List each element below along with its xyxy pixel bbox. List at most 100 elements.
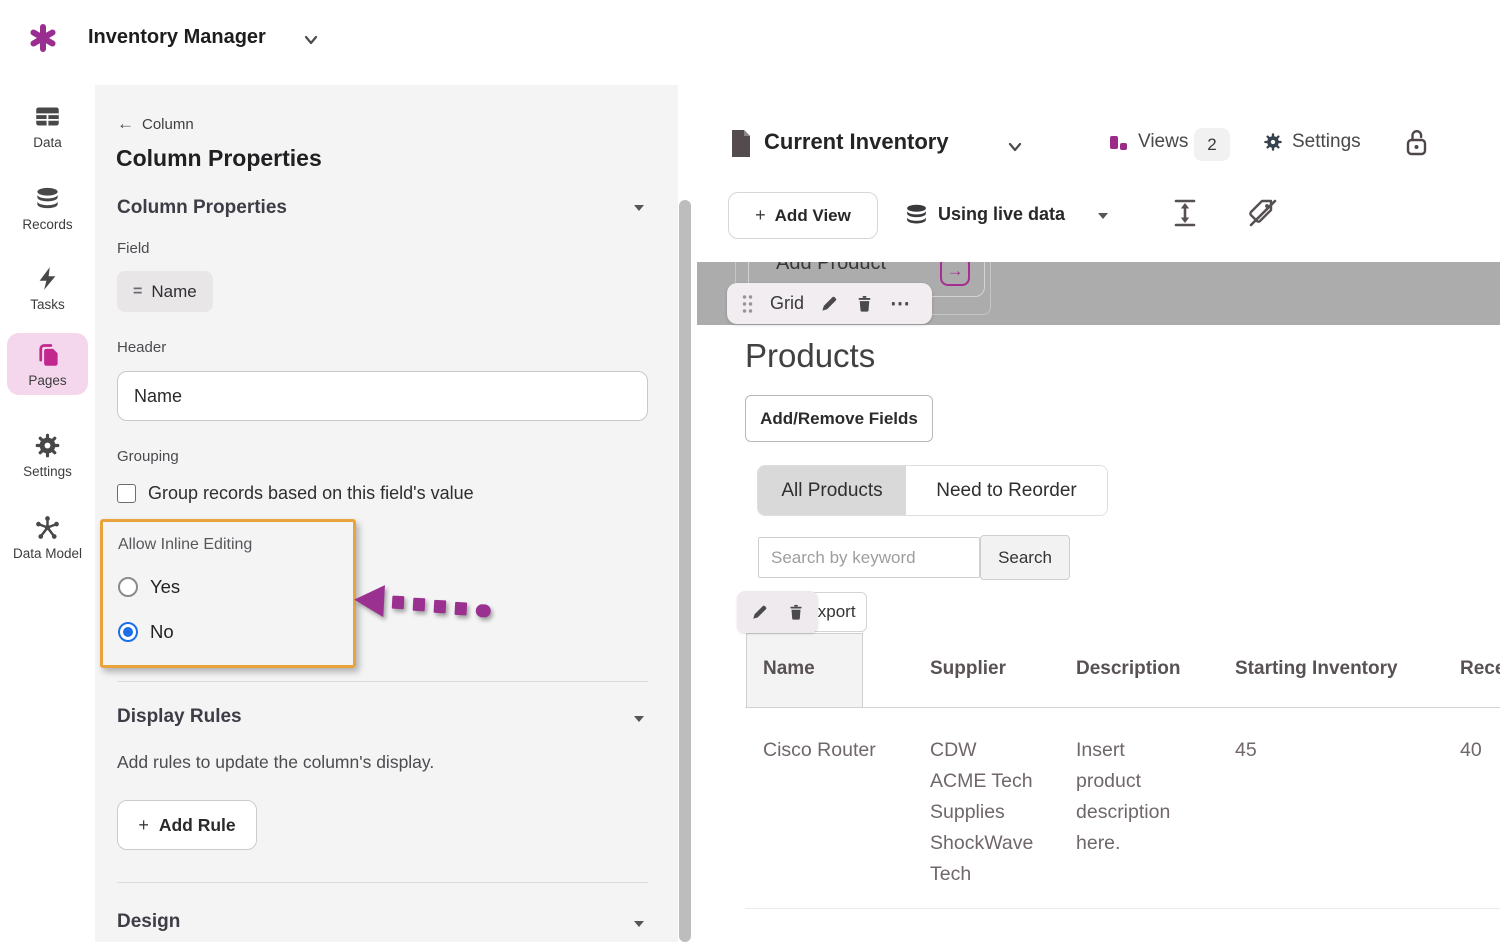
grid-view-toolbar: Grid ⋯ (727, 283, 932, 324)
arrow-right-box-icon: → (940, 262, 970, 286)
trash-icon[interactable] (787, 603, 805, 621)
gear-icon (1264, 133, 1282, 151)
column-header-description[interactable]: Description (1076, 658, 1181, 679)
edit-pencil-icon[interactable] (820, 294, 839, 313)
section-column-properties: Column Properties (117, 197, 287, 218)
data-source-caret-icon[interactable] (1098, 213, 1108, 219)
panel-divider (117, 681, 648, 682)
preview-page-title: Current Inventory (764, 129, 949, 154)
panel-divider (117, 882, 648, 883)
sidebar-item-tasks[interactable]: Tasks (7, 257, 88, 319)
grouping-checkbox-label: Group records based on this field's valu… (148, 483, 474, 503)
add-product-label: Add Product (776, 262, 887, 274)
cell-name: Cisco Router (763, 739, 876, 761)
column-header-starting-inventory[interactable]: Starting Inventory (1235, 658, 1398, 679)
cell-supplier: CDW ACME Tech Supplies ShockWave Tech (930, 739, 1034, 885)
column-edit-toolbar (737, 591, 818, 633)
sidebar-item-settings[interactable]: Settings (7, 424, 88, 486)
trash-icon[interactable] (855, 294, 874, 313)
back-link[interactable]: ← Column (117, 114, 194, 134)
views-control[interactable]: Views (1108, 131, 1188, 153)
row-height-icon[interactable] (1170, 197, 1200, 229)
filter-tabs: All Products Need to Reorder (757, 465, 1108, 516)
panel-scrollbar[interactable] (679, 200, 691, 942)
tab-need-to-reorder[interactable]: Need to Reorder (906, 466, 1107, 515)
add-rule-label: Add Rule (158, 814, 236, 835)
grid-chip-label: Grid (770, 293, 805, 313)
add-view-label: Add View (774, 205, 851, 225)
plus-icon: + (138, 814, 149, 835)
add-view-button[interactable]: + Add View (728, 192, 878, 239)
pages-icon (39, 344, 58, 366)
views-label: Views (1138, 131, 1189, 152)
chevron-down-icon[interactable] (302, 31, 320, 49)
header-label: Header (117, 339, 167, 356)
inline-editing-label: Allow Inline Editing (118, 536, 253, 553)
app-name: Inventory Manager (88, 26, 266, 48)
sidebar-item-label: Records (22, 217, 73, 232)
sidebar-item-records[interactable]: Records (7, 177, 88, 239)
sidebar-item-data-model[interactable]: Data Model (7, 506, 88, 568)
column-header-name[interactable]: Name (763, 658, 815, 679)
data-source-label[interactable]: Using live data (938, 204, 1066, 224)
cell-description: Insert product description here. (1076, 739, 1171, 854)
column-header-received[interactable]: Received (1460, 658, 1500, 679)
collapse-caret-icon[interactable] (634, 716, 644, 722)
radio-yes[interactable] (118, 577, 138, 597)
column-header-supplier[interactable]: Supplier (930, 658, 1007, 679)
header-input[interactable] (117, 371, 648, 421)
tag-slash-icon[interactable] (1246, 196, 1280, 230)
sidebar-item-data[interactable]: Data (7, 95, 88, 157)
products-title: Products (745, 337, 876, 374)
top-bar: Inventory Manager (0, 0, 1500, 85)
selected-column-highlight[interactable] (746, 633, 863, 708)
sidebar-item-pages[interactable]: Pages (7, 333, 88, 395)
preview-settings-control[interactable]: Settings (1263, 131, 1361, 153)
cell-received: 40 (1460, 739, 1482, 761)
field-label: Field (117, 240, 150, 257)
inline-editing-option-no: No (118, 621, 174, 643)
add-remove-fields-button[interactable]: Add/Remove Fields (745, 395, 933, 442)
display-rules-description: Add rules to update the column's display… (117, 752, 435, 772)
back-label: Column (142, 115, 194, 133)
field-chip[interactable]: = Name (117, 271, 213, 312)
plus-icon: + (755, 205, 766, 225)
table-icon (36, 107, 59, 126)
sidebar-item-label: Tasks (30, 297, 65, 312)
edit-pencil-icon[interactable] (751, 603, 769, 621)
chevron-down-icon[interactable] (1006, 138, 1024, 156)
sidebar-item-label: Pages (28, 373, 67, 388)
drag-handle-icon[interactable] (741, 293, 754, 315)
tab-all-products[interactable]: All Products (758, 466, 906, 515)
sidebar-item-label: Data (33, 135, 62, 150)
lightning-icon (39, 267, 56, 290)
left-nav-rail: Data Records Tasks Pages (0, 85, 95, 942)
views-layout-icon (1110, 135, 1127, 150)
radio-no[interactable] (118, 622, 138, 642)
add-rule-button[interactable]: + Add Rule (117, 800, 257, 850)
more-options-icon[interactable]: ⋯ (890, 292, 911, 315)
back-arrow-icon: ← (117, 114, 134, 133)
cell-starting-inventory: 45 (1235, 739, 1257, 761)
panel-title: Column Properties (116, 145, 322, 171)
grouping-checkbox[interactable] (117, 484, 136, 503)
inline-editing-highlight-box (100, 519, 356, 668)
collapse-caret-icon[interactable] (634, 205, 644, 211)
radio-yes-label: Yes (150, 576, 181, 597)
unlock-icon[interactable] (1403, 127, 1430, 159)
column-properties-panel (95, 85, 678, 942)
sidebar-item-label: Data Model (12, 546, 83, 561)
gear-icon (35, 433, 60, 458)
search-button[interactable]: Search (980, 535, 1070, 580)
table-row-divider (745, 908, 1500, 909)
section-display-rules: Display Rules (117, 706, 242, 727)
data-model-icon (36, 516, 59, 539)
preview-settings-label: Settings (1292, 131, 1361, 152)
annotation-arrow-icon (354, 585, 491, 618)
knack-logo-icon[interactable] (29, 23, 57, 53)
search-input[interactable] (758, 537, 980, 578)
collapse-caret-icon[interactable] (634, 921, 644, 927)
table-header-divider (745, 707, 1500, 708)
database-icon (37, 187, 58, 209)
